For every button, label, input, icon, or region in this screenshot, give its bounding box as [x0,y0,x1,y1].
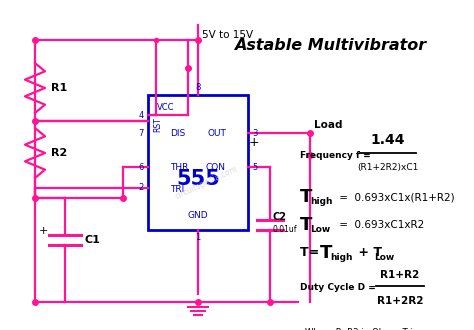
Text: 8: 8 [195,82,201,91]
Text: TRI: TRI [170,184,184,193]
Text: Low: Low [310,224,330,234]
Text: +: + [249,137,259,149]
Text: 1.44: 1.44 [371,133,405,147]
Text: T=: T= [300,247,324,259]
Text: T: T [300,188,312,206]
Text: 5V to 15V: 5V to 15V [202,30,253,40]
Text: R1: R1 [51,83,67,93]
Text: 4: 4 [138,111,144,119]
Text: Frequency f =: Frequency f = [300,150,371,159]
Text: R2: R2 [51,148,67,158]
Text: high: high [310,196,332,206]
Text: 1: 1 [195,234,201,243]
Text: Where R, R2 in Ohms, T in
milli sec., C in Farads: Where R, R2 in Ohms, T in milli sec., C … [305,328,419,330]
Text: RST: RST [154,117,163,132]
Text: 3: 3 [252,128,258,138]
Text: VCC: VCC [157,103,175,112]
Text: (R1+2R2)xC1: (R1+2R2)xC1 [357,163,419,172]
Text: T: T [300,216,312,234]
Text: R1+2R2: R1+2R2 [377,296,423,306]
Text: 6: 6 [138,162,144,172]
Text: =  0.693xC1x(R1+R2): = 0.693xC1x(R1+R2) [336,192,455,202]
Text: high: high [330,252,353,261]
Text: Duty Cycle D =: Duty Cycle D = [300,283,376,292]
Text: Astable Multivibrator: Astable Multivibrator [234,38,426,52]
Text: 0.01uf: 0.01uf [273,225,298,235]
Text: + T: + T [354,247,382,259]
Text: =  0.693xC1xR2: = 0.693xC1xR2 [336,220,424,230]
Text: Low: Low [374,252,394,261]
Text: CON: CON [206,163,226,173]
Text: R1+R2: R1+R2 [380,270,419,280]
Text: THR: THR [170,163,188,173]
Text: +: + [38,226,48,236]
Text: 555: 555 [176,169,220,189]
Text: C1: C1 [85,235,101,245]
Text: OUT: OUT [207,129,226,139]
Text: 2: 2 [138,183,144,192]
Text: 5: 5 [252,162,258,172]
Text: C2: C2 [273,212,287,222]
Text: 7: 7 [138,128,144,138]
Bar [148,95,248,230]
Text: T: T [320,244,332,262]
Text: circuitspedia.com: circuitspedia.com [173,164,238,201]
Text: GND: GND [188,211,208,219]
Text: DIS: DIS [170,129,185,139]
Text: Load: Load [314,120,343,130]
